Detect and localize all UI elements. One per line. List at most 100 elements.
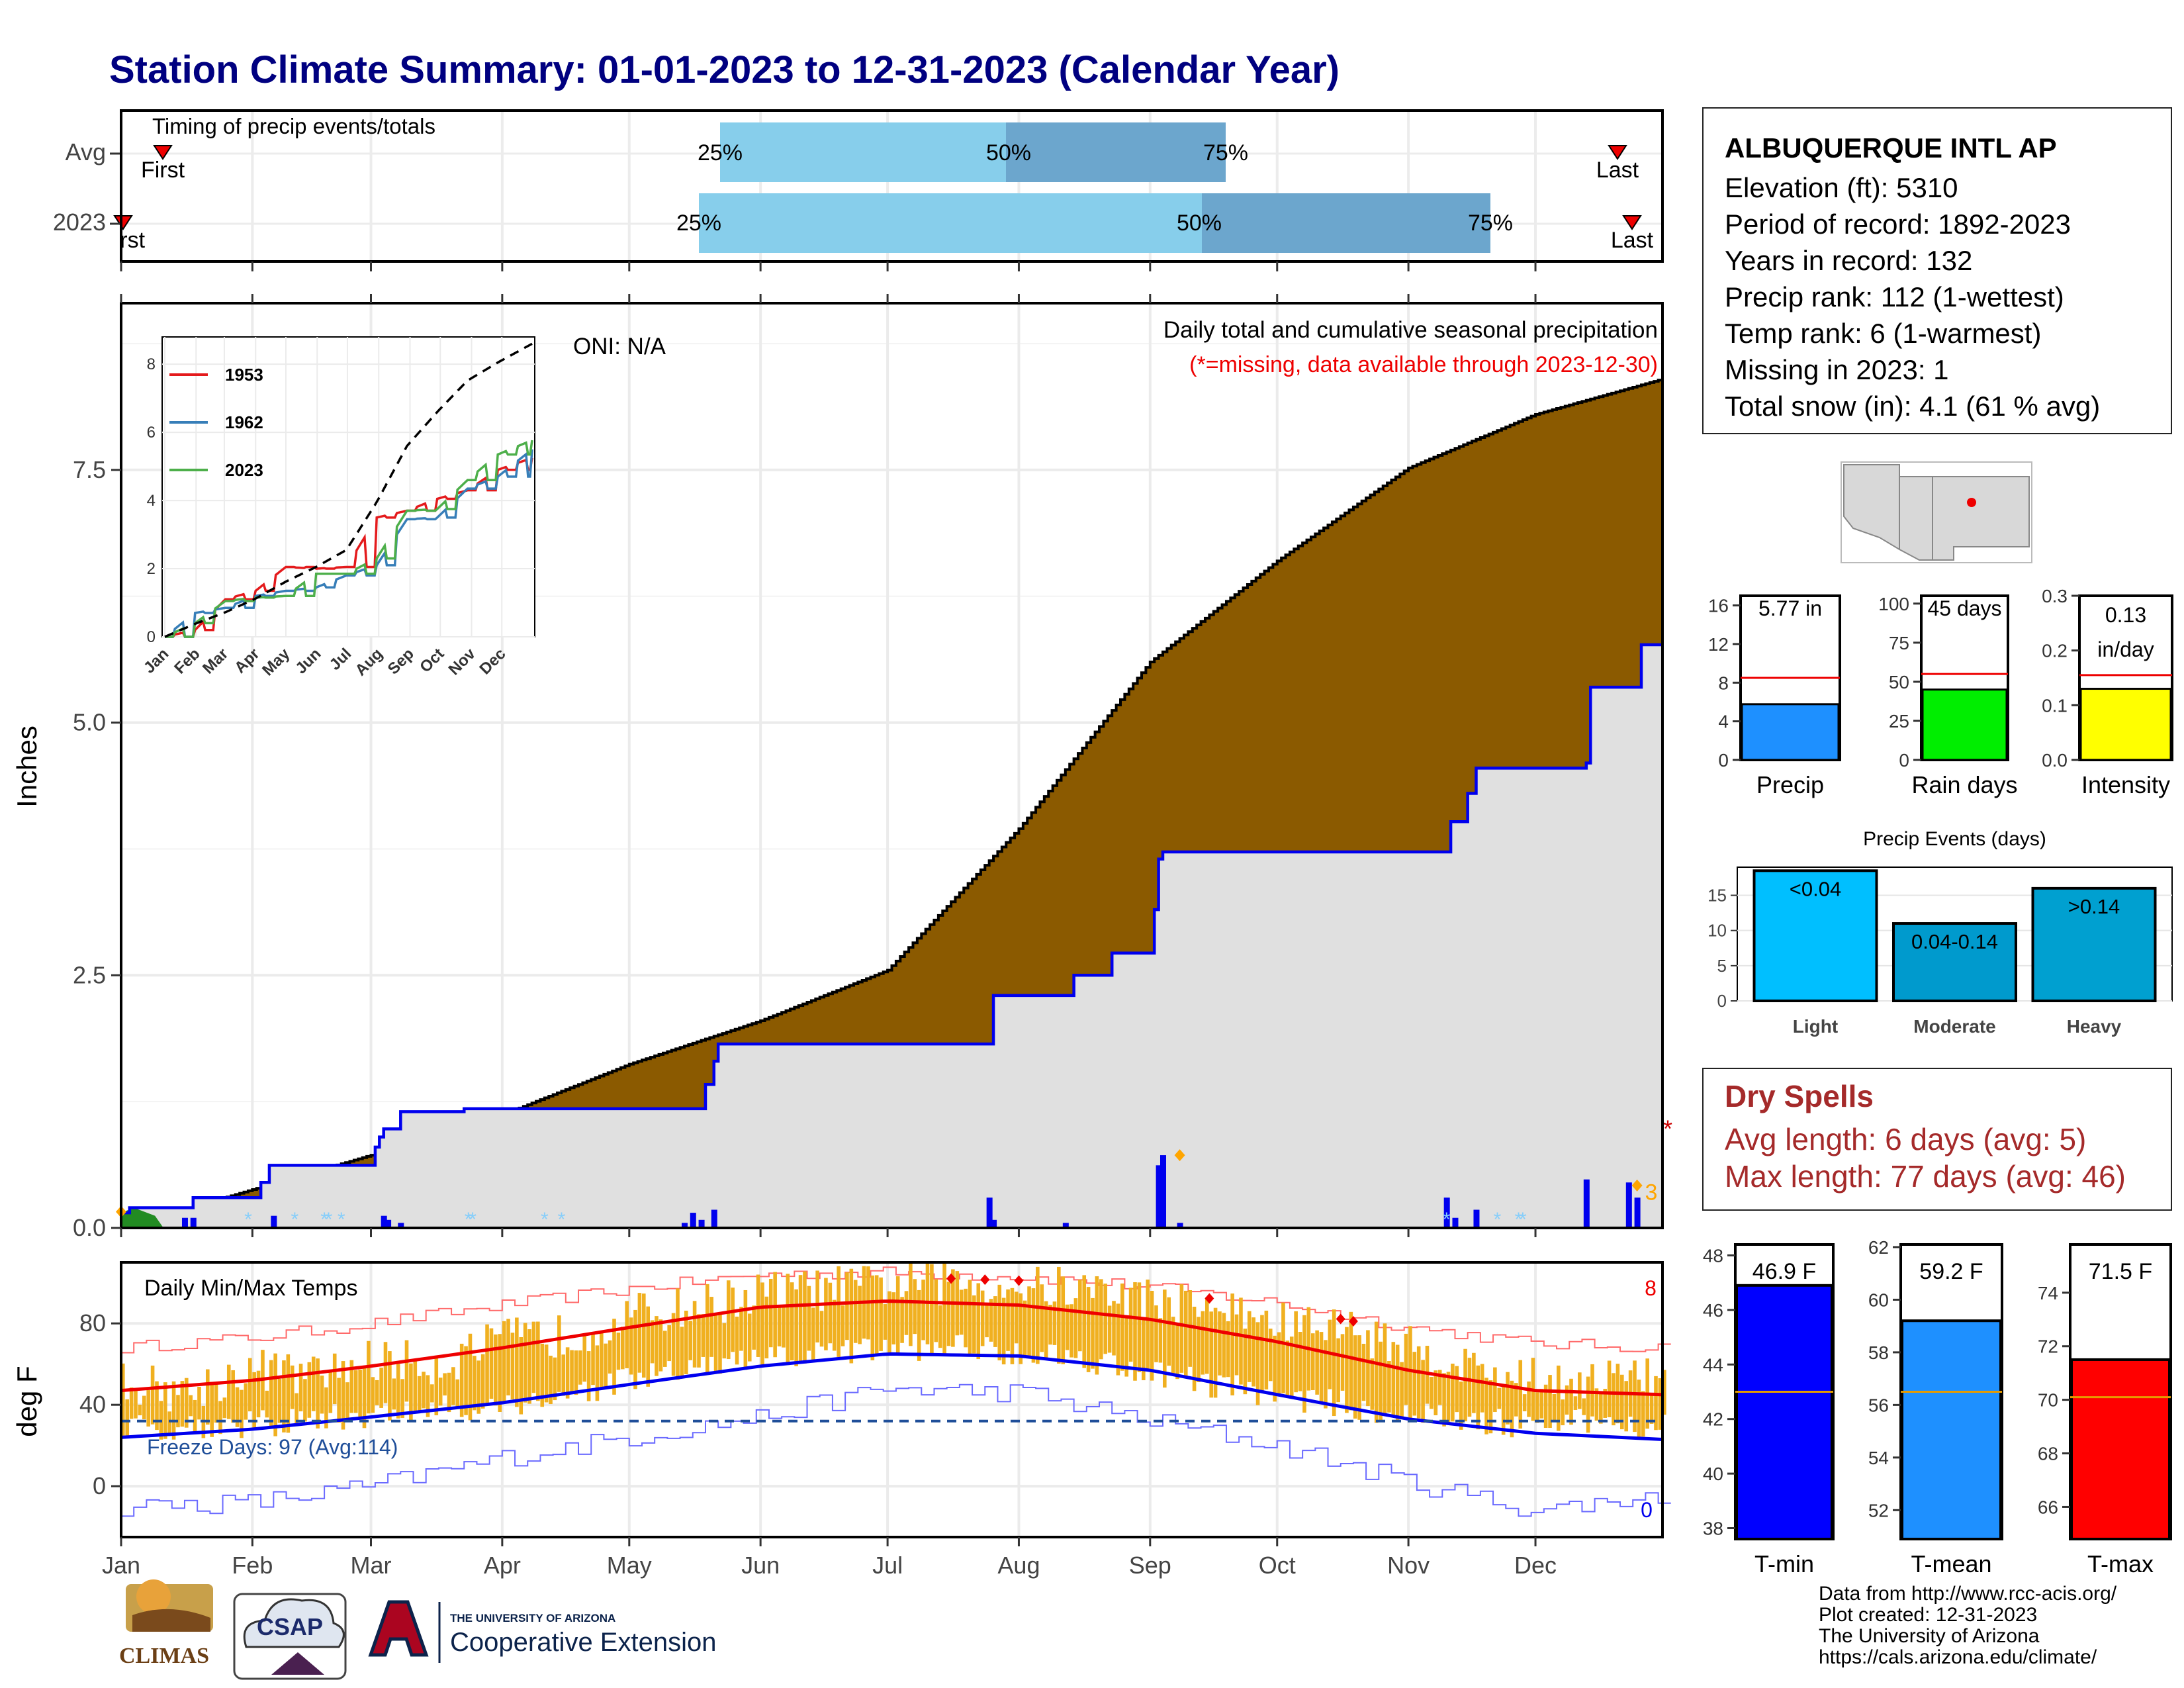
month-label: Jan: [102, 1552, 140, 1579]
credit-created: Plot created: 12-31-2023: [1819, 1604, 2038, 1626]
daily-temp-bar: [413, 1359, 418, 1413]
daily-temp-bar: [121, 1363, 125, 1438]
daily-temp-bar: [163, 1382, 167, 1439]
daily-temp-bar: [1124, 1315, 1129, 1377]
tbar-bar: [1735, 1284, 1833, 1540]
daily-temp-bar: [777, 1307, 782, 1346]
daily-temp-bar: [531, 1321, 536, 1393]
daily-temp-bar: [345, 1382, 349, 1419]
daily-temp-bar: [921, 1280, 925, 1340]
daily-temp-bar: [1594, 1388, 1599, 1421]
daily-temp-bar: [1048, 1305, 1052, 1345]
daily-temp-bar: [506, 1319, 510, 1395]
daily-temp-bar: [582, 1334, 587, 1382]
daily-temp-bar: [176, 1395, 180, 1428]
daily-temp-bar: [1264, 1310, 1269, 1390]
daily-temp-bar: [1446, 1372, 1451, 1425]
daily-temp-bar: [265, 1390, 269, 1418]
daily-temp-bar: [362, 1366, 367, 1429]
tbar-ytick-label: 62: [1868, 1237, 1889, 1258]
daily-temp-bar: [1213, 1307, 1218, 1398]
daily-temp-bar: [358, 1369, 362, 1418]
daily-temp-bar: [1065, 1304, 1069, 1350]
record-min-line: [121, 1383, 1671, 1517]
daily-precip-bar: [1062, 1223, 1069, 1228]
daily-temp-bar: [1128, 1288, 1133, 1362]
daily-temp-bar: [1374, 1321, 1379, 1423]
daily-precip-bar: [1443, 1197, 1450, 1228]
daily-temp-bar: [565, 1347, 570, 1399]
daily-temp-bar: [574, 1350, 578, 1395]
daily-temp-bar: [849, 1268, 854, 1364]
daily-temp-bar: [934, 1279, 938, 1342]
tbar-ytick-label: 70: [2038, 1390, 2058, 1411]
month-label: Sep: [1129, 1552, 1171, 1579]
dry-spells-max: Max length: 77 days (avg: 46): [1725, 1159, 2126, 1194]
daily-temp-bar: [959, 1289, 964, 1335]
snow-marker: *: [469, 1209, 477, 1231]
precip-ytick-label: 0.0: [73, 1214, 106, 1241]
daily-temp-bar: [989, 1299, 993, 1342]
snow-marker: *: [465, 1209, 473, 1231]
daily-temp-bar: [913, 1279, 917, 1335]
precip-value: 5.77 in: [1758, 596, 1822, 620]
daily-temp-bar: [1654, 1376, 1658, 1430]
daily-temp-bar: [1463, 1348, 1467, 1422]
daily-temp-bar: [1247, 1311, 1251, 1382]
snow-marker: *: [244, 1209, 252, 1231]
precip-header: Daily total and cumulative seasonal prec…: [1163, 317, 1658, 343]
daily-temp-bar: [1561, 1399, 1565, 1426]
daily-temp-bar: [422, 1372, 426, 1409]
precip-ytick-label: 4: [1718, 712, 1729, 732]
daily-temp-bar: [383, 1342, 388, 1403]
temp-frame: [120, 1261, 1664, 1538]
precip-ytick-label: 7.5: [73, 456, 106, 483]
daily-temp-bar: [794, 1289, 798, 1366]
daily-temp-bar: [324, 1387, 328, 1429]
daily-temp-bar: [1031, 1288, 1036, 1363]
daily-temp-bar: [1183, 1290, 1188, 1377]
rain_days-ytick-label: 50: [1889, 672, 1909, 692]
daily-temp-bar: [519, 1336, 523, 1415]
daily-precip-bar: [381, 1215, 387, 1228]
timing-2023-last-label: Last: [1611, 228, 1654, 253]
timing-2023-first-label: First: [101, 228, 146, 253]
daily-temp-bar: [1662, 1370, 1666, 1415]
missing-marker: *: [1663, 1115, 1672, 1143]
precip-events-category: Light: [1793, 1016, 1838, 1037]
daily-temp-bar: [371, 1377, 375, 1413]
daily-precip-bar: [711, 1209, 717, 1228]
daily-precip-bar: [1177, 1223, 1183, 1228]
daily-temp-bar: [298, 1364, 303, 1412]
station-missing: Missing in 2023: 1: [1725, 354, 1949, 385]
daily-temp-bar: [540, 1343, 545, 1407]
timing-panel: 25% 50% 75% 25% 50% 75% First Last First Last Timi…: [53, 109, 1664, 271]
daily-precip-bar: [690, 1213, 696, 1228]
daily-temp-bar: [1175, 1324, 1179, 1380]
daily-temp-bar: [459, 1343, 464, 1417]
month-label: Oct: [1259, 1552, 1296, 1579]
tbar-ytick-label: 42: [1703, 1409, 1723, 1430]
daily-temp-bar: [807, 1286, 811, 1351]
inset-ytick-label: 8: [147, 355, 156, 373]
rain_days-ytick-label: 75: [1889, 633, 1909, 653]
daily-temp-bar: [701, 1314, 705, 1357]
daily-temp-bar: [447, 1372, 451, 1413]
daily-temp-bar: [473, 1356, 477, 1411]
daily-temp-bar: [841, 1305, 845, 1346]
daily-temp-bar: [1603, 1389, 1608, 1418]
daily-temp-bar: [1459, 1382, 1463, 1430]
daily-temp-bar: [171, 1381, 176, 1440]
timing-row-avg: Avg: [66, 138, 106, 165]
precip-events-bar: [1892, 922, 2017, 1002]
daily-temp-bar: [510, 1333, 515, 1399]
daily-temp-bar: [1476, 1365, 1480, 1430]
daily-temp-bar: [240, 1389, 244, 1438]
precip-frame: [120, 302, 1664, 1229]
intensity-ytick-label: 0.1: [2042, 695, 2068, 716]
daily-temp-bar: [277, 1378, 282, 1423]
daily-temp-bar: [768, 1278, 773, 1348]
daily-temp-bar: [1289, 1336, 1294, 1397]
daily-temp-bar: [523, 1323, 527, 1403]
daily-temp-bar: [1095, 1276, 1099, 1375]
